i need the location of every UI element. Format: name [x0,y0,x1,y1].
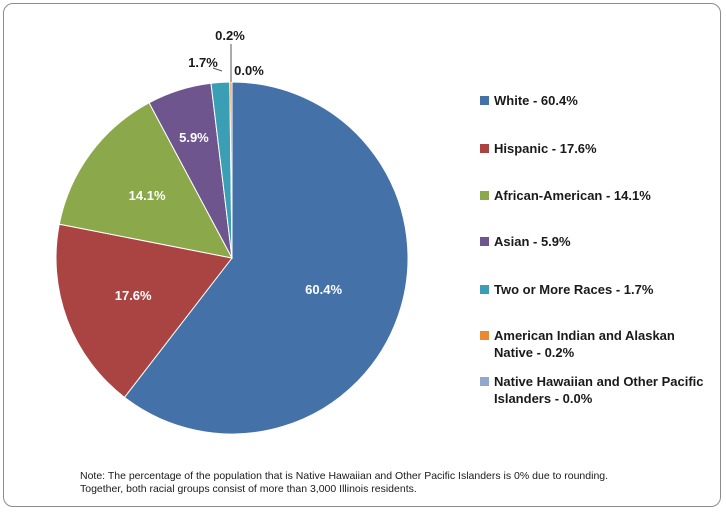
slice-label-native-hawaiian-and-other-pacific-islanders: 0.0% [234,63,264,78]
footnote-line-2: Together, both racial groups consist of … [80,483,417,495]
legend-label-asian: Asian - 5.9% [494,234,571,249]
leader-line-two-or-more-races [212,67,223,72]
legend-label-african-american: African-American - 14.1% [494,188,651,203]
slice-label-african-american: 14.1% [129,188,166,203]
slice-label-american-indian-and-alaskan-native: 0.2% [215,28,245,43]
legend-label-hispanic: Hispanic - 17.6% [494,141,597,156]
pie-slices [55,81,409,435]
legend-item-hispanic: Hispanic - 17.6% [480,140,720,157]
legend-swatch-american-indian [480,331,489,340]
footnote-line-1: Note: The percentage of the population t… [80,470,609,482]
slice-label-hispanic: 17.6% [115,288,152,303]
legend-item-white: White - 60.4% [480,92,720,109]
legend-label-american-indian: American Indian and Alaskan Native - 0.2… [494,328,675,360]
slice-label-two-or-more-races: 1.7% [188,55,218,70]
pie-slice-african-american [58,102,233,259]
legend-label-white: White - 60.4% [494,93,578,108]
legend-item-american-indian: American Indian and Alaskan Native - 0.2… [480,327,720,361]
legend-swatch-two-or-more [480,285,489,294]
legend-swatch-african-american [480,191,489,200]
legend-swatch-white [480,96,489,105]
pie-slice-white [123,81,409,435]
pie-slice-hispanic [55,223,233,399]
footnote: Note: The percentage of the population t… [80,470,700,496]
legend-item-african-american: African-American - 14.1% [480,187,720,204]
slice-labels: 60.4% 17.6% 14.1% 5.9% 1.7% 0.2% 0.0% [115,28,343,303]
legend-label-native-hawaiian: Native Hawaiian and Other Pacific Island… [494,374,704,406]
legend-swatch-native-hawaiian [480,377,489,386]
slice-label-asian: 5.9% [179,130,209,145]
legend-item-native-hawaiian: Native Hawaiian and Other Pacific Island… [480,373,720,407]
legend-label-two-or-more: Two or More Races - 1.7% [494,282,654,297]
pie-slice-american-indian-and-alaskan-native [229,81,233,259]
legend-swatch-hispanic [480,144,489,153]
legend-item-asian: Asian - 5.9% [480,233,720,250]
legend-swatch-asian [480,237,489,246]
legend-item-two-or-more: Two or More Races - 1.7% [480,281,720,298]
leader-lines [212,44,232,82]
slice-label-white: 60.4% [305,282,342,297]
